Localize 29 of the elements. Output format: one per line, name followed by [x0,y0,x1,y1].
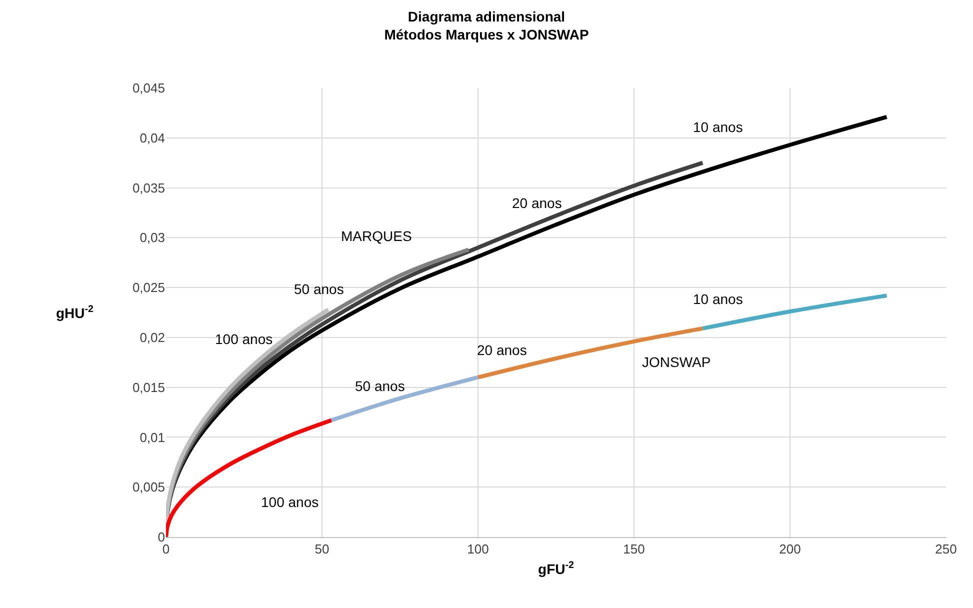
chart-title: Diagrama adimensional Métodos Marques x JONSWAP [384,8,589,42]
annotation: 10 anos [693,291,743,307]
y-tick-label: 0 [158,530,165,545]
y-tick-label: 0,005 [132,480,165,495]
x-tick-label: 150 [623,542,645,557]
y-tick-label: 0,04 [140,130,165,146]
y-tick-label: 0,035 [132,180,165,196]
annotation: MARQUES [341,228,412,244]
x-tick-label: 200 [779,542,801,557]
x-tick-label: 250 [935,542,957,557]
annotation: 100 anos [261,494,319,510]
annotation: JONSWAP [642,354,711,370]
annotation: 50 anos [294,281,344,297]
y-tick-label: 0,045 [132,80,165,96]
x-axis-title: gFU$^{-2}$ [538,560,575,577]
annotation: 50 anos [355,378,405,394]
y-tick-label: 0,015 [132,380,165,395]
annotation: 20 anos [512,195,562,211]
y-axis-title: gHU$^{-2}$ [56,304,94,321]
y-tick-label: 0,03 [140,230,165,246]
annotation: 20 anos [477,342,527,358]
line-series [166,418,334,537]
x-tick-label: 100 [467,542,489,557]
annotation: 100 anos [215,331,273,347]
y-tick-label: 0,01 [140,430,165,445]
y-tick-label: 0,02 [140,330,165,345]
x-tick-label: 50 [314,542,330,557]
y-tick-label: 0,025 [132,280,165,296]
annotation: 10 anos [693,119,743,135]
